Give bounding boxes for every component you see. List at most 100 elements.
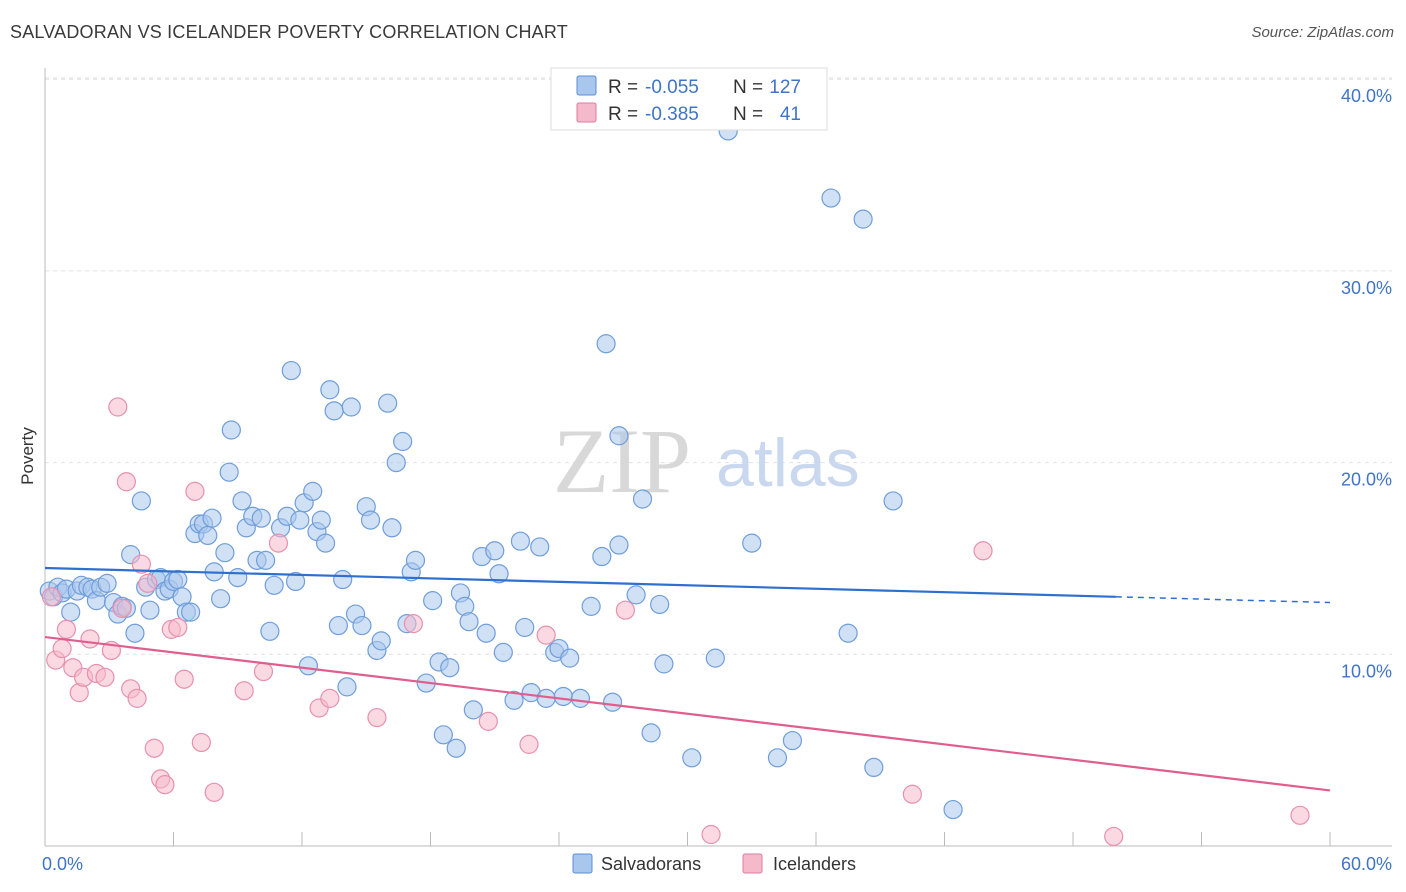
point-icelanders-33 xyxy=(403,614,423,634)
point-salvadorans-35 xyxy=(202,508,222,528)
stats-r-label-salvadorans: R = xyxy=(608,77,638,98)
watermark-zip: ZIP xyxy=(553,410,691,512)
point-icelanders-42 xyxy=(1290,805,1310,825)
point-salvadorans-96 xyxy=(510,531,531,551)
chart-source: Source: ZipAtlas.com xyxy=(1251,24,1394,41)
stats-n-label-salvadorans: N = xyxy=(733,77,763,98)
point-salvadorans-68 xyxy=(352,615,372,636)
stats-r-value-icelanders: -0.385 xyxy=(645,104,699,125)
point-icelanders-15 xyxy=(127,688,147,708)
point-icelanders-9 xyxy=(95,667,115,687)
point-salvadorans-46 xyxy=(251,508,271,528)
point-icelanders-11 xyxy=(108,397,128,417)
point-salvadorans-41 xyxy=(228,568,248,588)
legend-swatch-icelanders xyxy=(742,853,763,874)
point-salvadorans-5 xyxy=(61,602,81,622)
point-salvadorans-93 xyxy=(489,564,509,584)
stats-n-label-icelanders: N = xyxy=(733,104,763,125)
point-salvadorans-49 xyxy=(264,575,284,595)
point-icelanders-37 xyxy=(615,600,635,620)
legend-swatch-salvadorans xyxy=(572,853,593,874)
point-salvadorans-59 xyxy=(311,510,331,530)
point-icelanders-29 xyxy=(268,533,289,553)
point-salvadorans-104 xyxy=(560,648,580,668)
point-salvadorans-92 xyxy=(485,541,505,561)
point-salvadorans-97 xyxy=(515,617,535,638)
point-icelanders-26 xyxy=(204,782,224,802)
point-salvadorans-57 xyxy=(303,481,323,501)
point-salvadorans-40 xyxy=(221,420,241,440)
series-legend: Salvadorans Icelanders xyxy=(572,853,856,874)
point-salvadorans-106 xyxy=(581,596,601,616)
axes xyxy=(44,68,1392,847)
point-icelanders-35 xyxy=(519,734,539,754)
point-salvadorans-108 xyxy=(596,334,616,354)
point-icelanders-25 xyxy=(191,732,211,753)
y-axis-title: Poverty xyxy=(18,427,37,485)
point-salvadorans-18 xyxy=(125,623,145,643)
point-salvadorans-117 xyxy=(682,748,702,768)
trend-line-icelanders xyxy=(44,635,1331,792)
y-tick-label-1: 20.0% xyxy=(1341,470,1392,490)
point-icelanders-17 xyxy=(138,573,158,593)
point-salvadorans-89 xyxy=(463,700,483,720)
stats-r-value-salvadorans: -0.055 xyxy=(645,77,699,98)
stats-n-value-icelanders: 41 xyxy=(780,104,801,125)
point-salvadorans-19 xyxy=(131,491,151,511)
point-salvadorans-63 xyxy=(328,615,349,636)
point-salvadorans-125 xyxy=(853,209,873,229)
legend-label-salvadorans: Salvadorans xyxy=(601,854,701,874)
point-salvadorans-120 xyxy=(742,533,762,553)
point-salvadorans-126 xyxy=(864,757,884,778)
trend-lines xyxy=(44,566,1331,792)
point-salvadorans-83 xyxy=(433,725,453,745)
point-salvadorans-122 xyxy=(782,730,803,751)
point-salvadorans-95 xyxy=(504,690,524,710)
point-salvadorans-121 xyxy=(767,748,788,768)
point-salvadorans-107 xyxy=(592,546,612,567)
chart-title: SALVADORAN VS ICELANDER POVERTY CORRELAT… xyxy=(10,22,568,42)
point-icelanders-12 xyxy=(112,598,132,618)
point-salvadorans-110 xyxy=(609,535,629,555)
point-icelanders-2 xyxy=(52,638,72,659)
grid xyxy=(45,77,1392,655)
point-salvadorans-113 xyxy=(632,489,653,509)
y-tick-label-3: 40.0% xyxy=(1341,86,1392,106)
point-salvadorans-47 xyxy=(255,550,276,570)
point-salvadorans-112 xyxy=(626,585,646,605)
point-salvadorans-60 xyxy=(315,533,336,553)
y-tick-label-2: 30.0% xyxy=(1341,278,1392,298)
point-salvadorans-79 xyxy=(405,550,426,570)
trend-extension-salvadorans xyxy=(1115,596,1331,604)
point-icelanders-13 xyxy=(116,472,136,492)
point-icelanders-41 xyxy=(1104,826,1124,847)
point-icelanders-3 xyxy=(56,619,77,639)
point-icelanders-27 xyxy=(234,681,254,701)
point-salvadorans-27 xyxy=(168,569,188,590)
point-salvadorans-88 xyxy=(459,612,479,632)
point-salvadorans-21 xyxy=(140,600,160,620)
point-icelanders-20 xyxy=(155,775,175,795)
point-salvadorans-37 xyxy=(211,589,231,609)
point-salvadorans-70 xyxy=(360,510,381,530)
point-salvadorans-34 xyxy=(198,525,218,546)
point-salvadorans-128 xyxy=(943,799,963,820)
point-salvadorans-39 xyxy=(219,462,239,482)
data-points xyxy=(39,121,1310,847)
point-icelanders-36 xyxy=(536,625,556,645)
point-icelanders-32 xyxy=(367,707,387,728)
point-salvadorans-73 xyxy=(378,393,398,413)
point-salvadorans-42 xyxy=(232,491,252,511)
point-salvadorans-115 xyxy=(654,654,674,674)
point-salvadorans-74 xyxy=(382,518,402,538)
stats-legend: R = -0.055 N = 127 R = -0.385 N = 41 xyxy=(550,67,828,131)
point-icelanders-39 xyxy=(902,784,922,804)
point-salvadorans-118 xyxy=(705,648,725,668)
point-icelanders-0 xyxy=(41,587,62,607)
point-salvadorans-62 xyxy=(324,401,344,421)
point-icelanders-40 xyxy=(973,541,993,561)
point-salvadorans-123 xyxy=(821,188,841,208)
point-salvadorans-30 xyxy=(181,602,201,622)
point-icelanders-7 xyxy=(80,629,100,649)
point-icelanders-24 xyxy=(185,481,205,501)
